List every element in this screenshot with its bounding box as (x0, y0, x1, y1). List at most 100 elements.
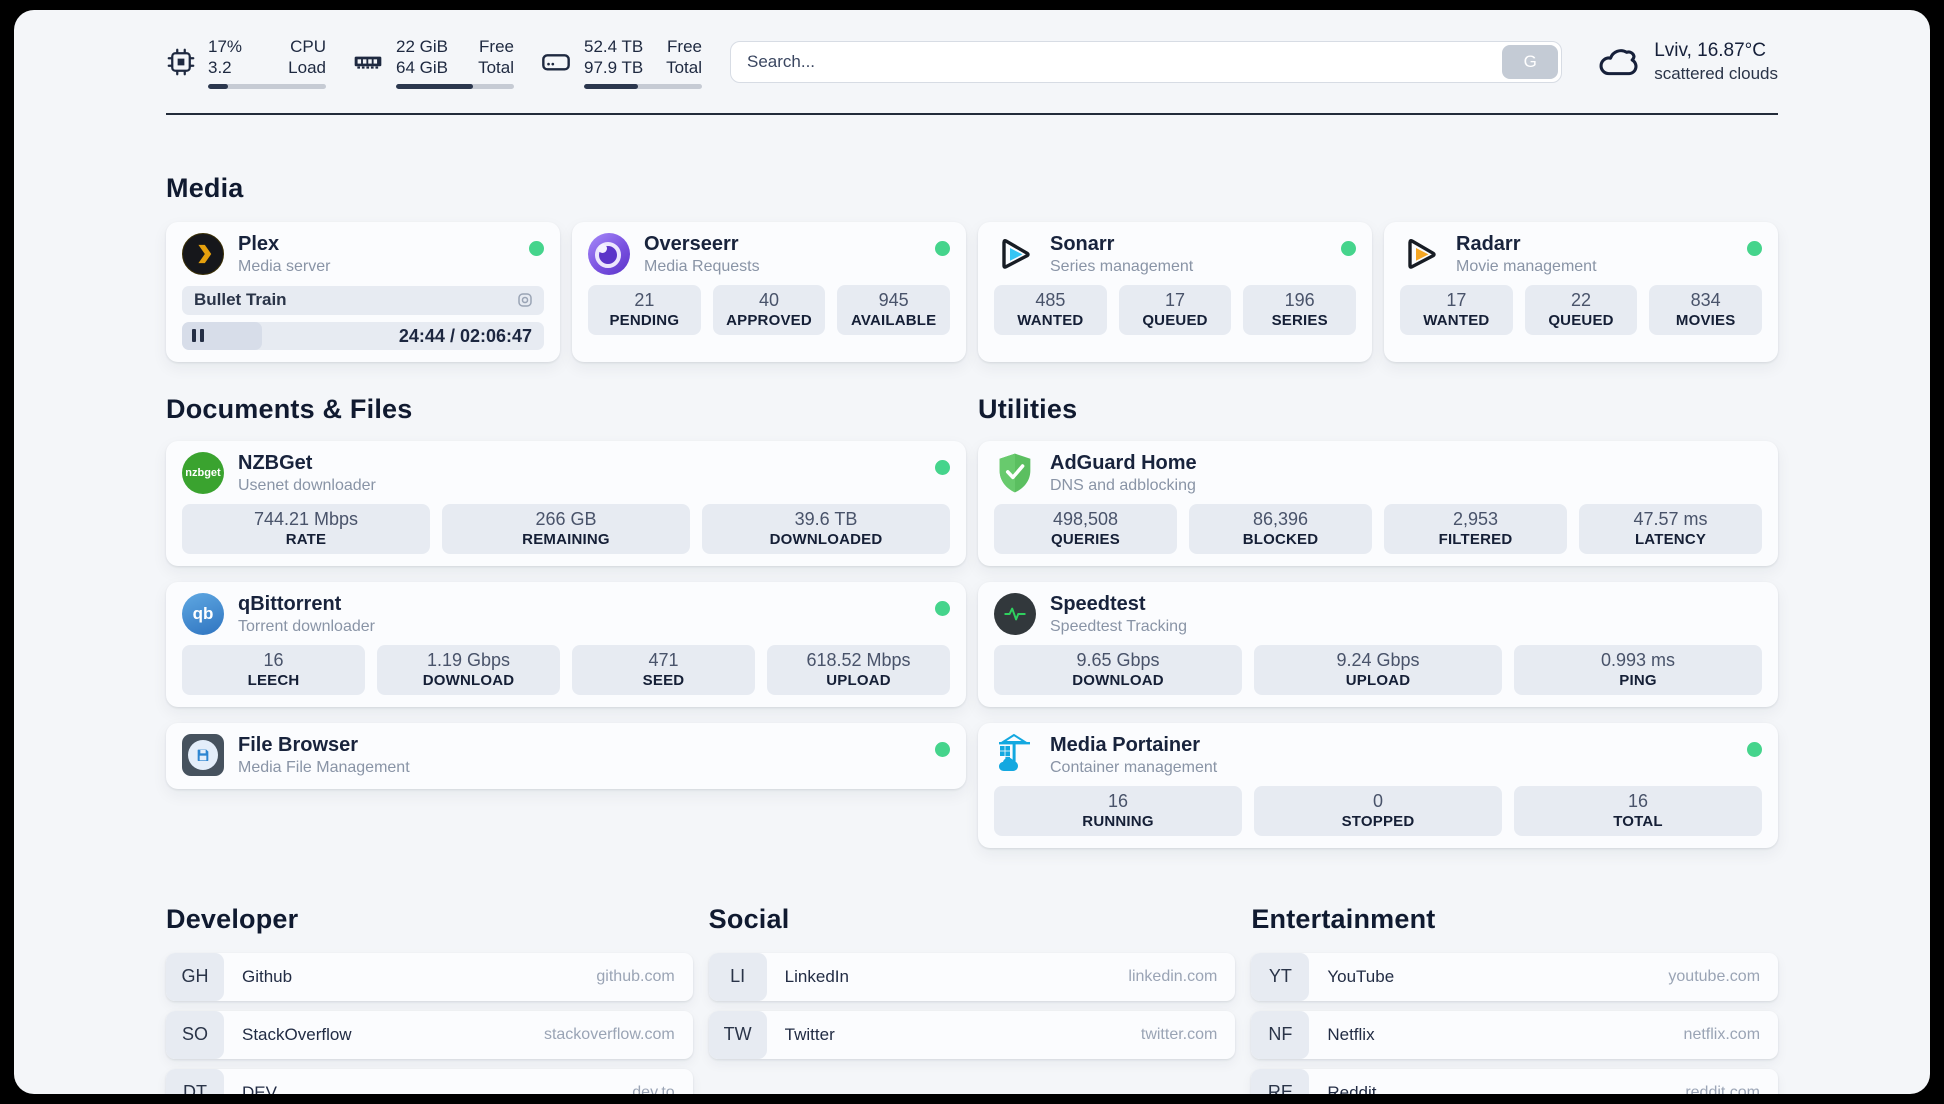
dashboard-window: 17% 3.2 CPU Load (14, 10, 1930, 1094)
app-description: Media server (238, 257, 331, 275)
bookmark-twitter[interactable]: TW Twitter twitter.com (708, 1010, 1236, 1059)
ram-progress-bar (396, 83, 514, 89)
stat-value: 86,396 (1252, 508, 1309, 529)
plex-card[interactable]: Plex Media server Bullet Train (166, 221, 560, 362)
section-media: Media Plex Media server (166, 173, 1778, 362)
bookmark-netflix[interactable]: NF Netflix netflix.com (1251, 1010, 1779, 1059)
stat-box: 86,396 BLOCKED (1189, 503, 1372, 554)
bookmark-abbr: SO (166, 1010, 224, 1059)
nzbget-card[interactable]: nzbget NZBGet Usenet downloader 744.21 M… (166, 440, 966, 566)
search-engine-button[interactable]: G (1502, 45, 1559, 80)
stat-box: 498,508 QUERIES (994, 503, 1177, 554)
playback-time: 24:44 / 02:06:47 (398, 325, 532, 346)
stat-value: 2,953 (1452, 508, 1499, 529)
app-description: Usenet downloader (238, 476, 376, 494)
storage-stat: 52.4 TB 97.9 TB Free Total (540, 36, 702, 89)
bookmark-stackoverflow[interactable]: SO StackOverflow stackoverflow.com (166, 1010, 693, 1059)
stat-label: FILTERED (1438, 530, 1513, 548)
app-name: Media Portainer (1050, 733, 1201, 756)
stat-label: DOWNLOADED (769, 530, 883, 548)
stat-label: LEECH (247, 671, 300, 689)
social-section-title: Social (708, 903, 790, 934)
utilities-section-title: Utilities (978, 393, 1078, 424)
bookmark-name: Github (242, 966, 293, 986)
bookmark-name: Netflix (1327, 1024, 1375, 1044)
ram-icon (352, 46, 384, 78)
bookmark-abbr: TW (708, 1010, 767, 1059)
radarr-card[interactable]: Radarr Movie management 17 WANTED 22 QUE… (1384, 221, 1778, 362)
sonarr-icon (994, 233, 1036, 275)
stat-value: 196 (1284, 289, 1315, 310)
stat-box: 1.19 Gbps DOWNLOAD (377, 644, 560, 695)
bookmark-abbr: YT (1251, 952, 1310, 1001)
stat-box: 17 WANTED (1400, 284, 1513, 335)
stat-box: 266 GB REMAINING (442, 503, 690, 554)
top-bar: 17% 3.2 CPU Load (166, 36, 1778, 89)
bookmarks-developer: Developer GH Github github.com SO StackO… (166, 903, 693, 1095)
media-section-title: Media (166, 172, 244, 203)
stat-box: 0 STOPPED (1254, 785, 1502, 836)
stat-value: 9.65 Gbps (1076, 649, 1160, 670)
app-description: Media Requests (644, 257, 760, 275)
status-dot-online (935, 240, 950, 256)
search-input[interactable] (730, 41, 1563, 84)
storage-total-label: Total (666, 58, 702, 78)
qbittorrent-icon: qb (182, 593, 224, 635)
status-dot-online (1747, 240, 1762, 256)
app-description: Container management (1050, 758, 1218, 776)
bookmark-url: twitter.com (1140, 1025, 1218, 1043)
nzbget-icon: nzbget (182, 452, 224, 494)
bookmark-youtube[interactable]: YT YouTube youtube.com (1251, 952, 1779, 1001)
stat-label: UPLOAD (826, 671, 891, 689)
cloud-icon (1596, 40, 1640, 85)
stat-label: WANTED (1017, 311, 1084, 329)
adguard-icon (994, 452, 1036, 494)
cpu-stat: 17% 3.2 CPU Load (166, 36, 326, 89)
stat-box: 834 MOVIES (1649, 284, 1763, 335)
app-name: Plex (238, 232, 280, 255)
ram-total-value: 64 GiB (396, 58, 448, 78)
adguard-card[interactable]: AdGuard Home DNS and adblocking 498,508 … (978, 440, 1778, 566)
bookmark-dev[interactable]: DT DEV dev.to (166, 1068, 693, 1095)
qbittorrent-card[interactable]: qb qBittorrent Torrent downloader 16 LEE… (166, 581, 966, 707)
filebrowser-card[interactable]: File Browser Media File Management (166, 722, 966, 789)
stat-box: 0.993 ms PING (1514, 644, 1762, 695)
header-divider (166, 112, 1778, 115)
stat-label: SEED (642, 671, 685, 689)
stat-value: 22 (1570, 289, 1592, 310)
app-name: Overseerr (644, 232, 739, 255)
session-target-icon[interactable] (516, 291, 534, 309)
speedtest-card[interactable]: Speedtest Speedtest Tracking 9.65 Gbps D… (978, 581, 1778, 707)
bookmark-reddit[interactable]: RE Reddit reddit.com (1251, 1068, 1779, 1094)
weather-location: Lviv, 16.87°C (1654, 40, 1767, 62)
app-name: File Browser (238, 733, 359, 756)
stat-value: 21 (634, 289, 655, 310)
pause-icon[interactable] (192, 329, 204, 342)
app-name: qBittorrent (238, 592, 342, 615)
stat-label: UPLOAD (1345, 671, 1411, 689)
playback-progress-bar: 24:44 / 02:06:47 (182, 321, 544, 350)
bookmark-name: DEV (242, 1082, 277, 1095)
stat-label: QUEUED (1548, 311, 1614, 329)
bookmark-abbr: RE (1251, 1068, 1310, 1094)
overseerr-card[interactable]: Overseerr Media Requests 21 PENDING 40 A… (572, 221, 966, 362)
stat-label: TOTAL (1613, 812, 1663, 830)
portainer-card[interactable]: Media Portainer Container management 16 … (978, 722, 1778, 848)
stat-box: 618.52 Mbps UPLOAD (767, 644, 950, 695)
stat-value: 9.24 Gbps (1336, 649, 1420, 670)
sonarr-card[interactable]: Sonarr Series management 485 WANTED 17 Q… (978, 221, 1372, 362)
bookmark-linkedin[interactable]: LI LinkedIn linkedin.com (708, 952, 1236, 1001)
cpu-progress-bar (208, 83, 326, 89)
bookmark-github[interactable]: GH Github github.com (166, 952, 693, 1001)
speedtest-icon (994, 593, 1036, 635)
stat-box: 47.57 ms LATENCY (1579, 503, 1762, 554)
stat-box: 16 LEECH (182, 644, 365, 695)
app-name: Speedtest (1050, 592, 1146, 615)
bookmark-name: LinkedIn (784, 966, 849, 986)
stat-value: 834 (1690, 289, 1721, 310)
stat-label: REMAINING (522, 530, 610, 548)
stat-value: 17 (1446, 289, 1467, 310)
portainer-icon (994, 733, 1036, 776)
developer-section-title: Developer (166, 903, 299, 934)
stat-box: 945 AVAILABLE (837, 284, 951, 335)
